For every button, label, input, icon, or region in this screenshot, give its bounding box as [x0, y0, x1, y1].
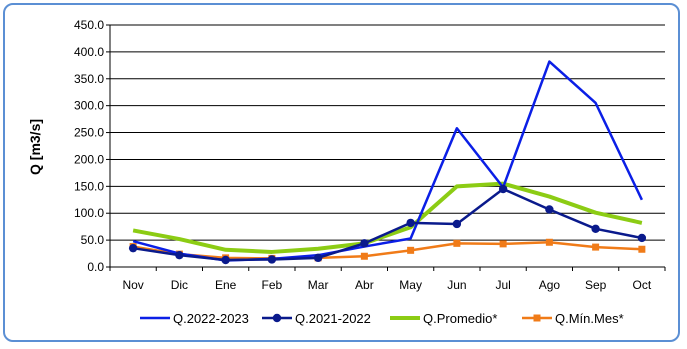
y-tick-label: 450.0	[74, 18, 104, 32]
x-tick-label: Oct	[633, 278, 652, 292]
legend-entry: Q.Mín.Mes*	[522, 311, 624, 326]
data-point	[545, 238, 553, 246]
data-point	[360, 252, 368, 260]
x-tick-label: May	[399, 278, 422, 292]
legend-entry: Q.2021-2022	[262, 311, 371, 326]
y-tick-label: 250.0	[74, 126, 104, 140]
y-tick-label: 400.0	[74, 45, 104, 59]
series-line	[132, 187, 643, 262]
legend-label: Q.2021-2022	[295, 311, 371, 326]
x-tick-label: Sep	[585, 278, 607, 292]
data-point	[592, 243, 600, 251]
x-tick-label: Dic	[171, 278, 188, 292]
x-tick-label: Ene	[215, 278, 237, 292]
y-tick-label: 50.0	[81, 233, 105, 247]
data-point	[221, 255, 230, 265]
data-point	[267, 255, 277, 264]
data-point	[313, 253, 323, 263]
y-tick-label: 200.0	[74, 152, 104, 166]
chart-frame	[3, 3, 680, 342]
series-line	[132, 241, 642, 260]
y-tick-label: 300.0	[74, 99, 104, 113]
legend-entry: Q.Promedio*	[390, 311, 497, 326]
legend-label: Q.2022-2023	[173, 311, 249, 326]
gridlines	[110, 24, 665, 241]
series-lines	[128, 60, 647, 265]
legend-marker	[533, 314, 541, 322]
legend-label: Q.Mín.Mes*	[555, 311, 624, 326]
x-tick-label: Jun	[447, 278, 466, 292]
data-point	[499, 240, 507, 248]
data-point	[545, 205, 554, 214]
data-point	[498, 184, 508, 194]
series-line	[132, 181, 643, 254]
series-Q.2021-2022	[128, 184, 647, 265]
legend-marker	[272, 313, 282, 323]
series-line	[132, 60, 644, 262]
x-tick-label: Feb	[262, 278, 283, 292]
x-tick-label: Nov	[122, 278, 143, 292]
y-axis-label: Q [m3/s]	[27, 119, 43, 175]
data-point	[591, 224, 600, 234]
data-point	[360, 239, 369, 248]
legend-label: Q.Promedio*	[423, 311, 497, 326]
y-tick-label: 100.0	[74, 206, 104, 220]
x-tick-label: Jul	[495, 278, 510, 292]
data-point	[637, 233, 647, 243]
data-point	[406, 218, 415, 228]
data-point	[175, 250, 184, 260]
legend-entry: Q.2022-2023	[140, 311, 249, 326]
data-point	[128, 243, 138, 253]
data-point	[407, 246, 415, 254]
x-tick-label: Mar	[308, 278, 329, 292]
y-tick-label: 0.0	[87, 260, 104, 274]
y-tick-label: 350.0	[74, 72, 104, 86]
y-tick-label: 150.0	[74, 179, 104, 193]
y-axis-tick-labels: 0.0 50.0 100.0 150.0 200.0 250.0 300.0 350.0 400…	[74, 18, 110, 274]
legend: Q.2022-2023 Q.2021-2022 Q.Promedio* Q.Mín.M…	[140, 311, 624, 326]
data-point	[453, 239, 461, 247]
series-Q.2022-2023	[132, 60, 644, 262]
data-point	[638, 245, 646, 253]
x-axis-tick-labels: Nov Dic Ene Feb Mar Abr May Jun Jul Ago Sep Oct	[109, 267, 666, 292]
x-tick-label: Ago	[539, 278, 561, 292]
series-Q.Promedio*	[132, 181, 643, 254]
x-tick-label: Abr	[355, 278, 374, 292]
data-point	[452, 219, 462, 229]
